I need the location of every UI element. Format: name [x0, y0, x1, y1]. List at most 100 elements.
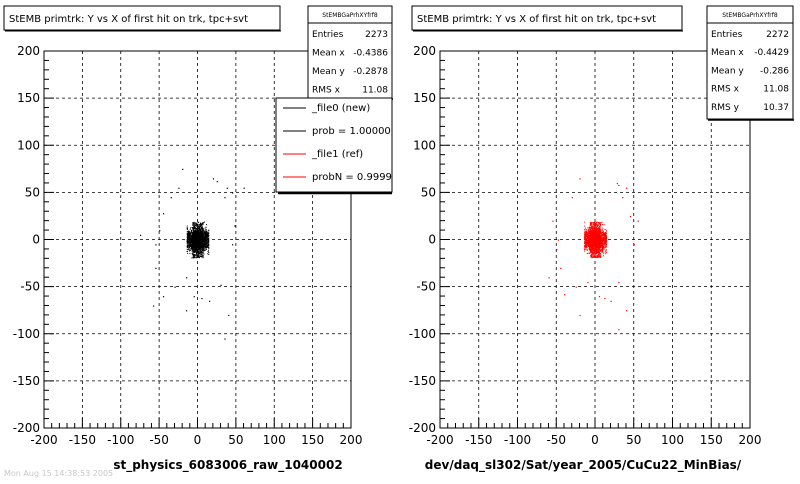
scatter-point	[599, 247, 601, 249]
scatter-point	[600, 247, 602, 249]
scatter-point	[584, 238, 586, 240]
scatter-point	[597, 224, 599, 226]
scatter-point	[603, 224, 605, 226]
scatter-point	[590, 256, 592, 258]
legend-box	[275, 97, 393, 193]
scatter-point	[605, 245, 607, 247]
scatter-point	[596, 241, 598, 243]
scatter-point	[603, 240, 605, 242]
stats-value: 11.08	[763, 85, 789, 95]
scatter-point	[194, 225, 196, 227]
scatter-point	[199, 237, 201, 239]
outlier-point	[610, 300, 612, 302]
scatter-point	[194, 255, 196, 257]
scatter-point	[596, 228, 598, 230]
scatter-point	[198, 237, 200, 239]
scatter-point	[597, 253, 599, 255]
scatter-point	[188, 231, 190, 233]
scatter-point	[596, 237, 598, 239]
scatter-point	[593, 237, 595, 239]
scatter-point	[191, 248, 193, 250]
scatter-point	[584, 235, 586, 237]
scatter-point	[197, 236, 199, 238]
scatter-point	[589, 241, 591, 243]
x-tick-label: -100	[107, 433, 134, 447]
scatter-point	[201, 237, 203, 239]
scatter-point	[595, 252, 597, 254]
scatter-point	[186, 246, 188, 248]
scatter-point	[599, 238, 601, 240]
scatter-point	[192, 249, 194, 251]
scatter-point	[597, 226, 599, 228]
scatter-point	[584, 230, 586, 232]
scatter-point	[200, 233, 202, 235]
scatter-point	[589, 227, 591, 229]
y-tick-label: 150	[17, 91, 40, 105]
scatter-point	[190, 243, 192, 245]
scatter-point	[592, 256, 594, 258]
scatter-point	[193, 228, 195, 230]
scatter-point	[605, 246, 607, 248]
y-tick-label: -50	[416, 280, 436, 294]
scatter-point	[603, 245, 605, 247]
outlier-point	[633, 244, 635, 246]
scatter-point	[598, 229, 600, 231]
scatter-point	[601, 237, 603, 239]
scatter-point	[196, 252, 198, 254]
scatter-point	[591, 239, 593, 241]
scatter-point	[588, 229, 590, 231]
scatter-point	[202, 242, 204, 244]
scatter-point	[197, 231, 199, 233]
scatter-point	[195, 223, 197, 225]
scatter-point	[592, 242, 594, 244]
scatter-point	[596, 255, 598, 257]
scatter-point	[589, 240, 591, 242]
scatter-point	[201, 230, 203, 232]
scatter-point	[584, 230, 586, 232]
scatter-point	[598, 238, 600, 240]
scatter-point	[208, 252, 210, 254]
scatter-point	[186, 227, 188, 229]
scatter-point	[587, 237, 589, 239]
scatter-point	[204, 237, 206, 239]
scatter-point	[586, 245, 588, 247]
scatter-point	[192, 247, 194, 249]
scatter-point	[205, 226, 207, 228]
scatter-point	[598, 228, 600, 230]
scatter-point	[592, 232, 594, 234]
scatter-point	[201, 244, 203, 246]
scatter-point	[196, 233, 198, 235]
scatter-point	[193, 241, 195, 243]
scatter-point	[196, 232, 198, 234]
scatter-point	[196, 246, 198, 248]
scatter-point	[592, 230, 594, 232]
x-tick-label: -50	[546, 433, 566, 447]
scatter-point	[598, 242, 600, 244]
scatter-point	[599, 249, 601, 251]
scatter-point	[584, 249, 586, 251]
scatter-point	[585, 232, 587, 234]
scatter-point	[588, 240, 590, 242]
scatter-point	[203, 248, 205, 250]
scatter-point	[200, 232, 202, 234]
scatter-point	[596, 255, 598, 257]
scatter-point	[593, 252, 595, 254]
scatter-point	[584, 235, 586, 237]
scatter-point	[193, 251, 195, 253]
scatter-point	[199, 255, 201, 257]
scatter-point	[604, 232, 606, 234]
stats-value: 10.37	[763, 103, 789, 113]
scatter-point	[595, 253, 597, 255]
scatter-point	[599, 238, 601, 240]
scatter-point	[190, 231, 192, 233]
scatter-point	[194, 232, 196, 234]
scatter-point	[605, 239, 607, 241]
scatter-point	[205, 244, 207, 246]
scatter-point	[192, 229, 194, 231]
scatter-point	[590, 241, 592, 243]
scatter-point	[206, 242, 208, 244]
scatter-point	[197, 249, 199, 251]
scatter-point	[186, 239, 188, 241]
scatter-point	[586, 233, 588, 235]
scatter-point	[590, 229, 592, 231]
